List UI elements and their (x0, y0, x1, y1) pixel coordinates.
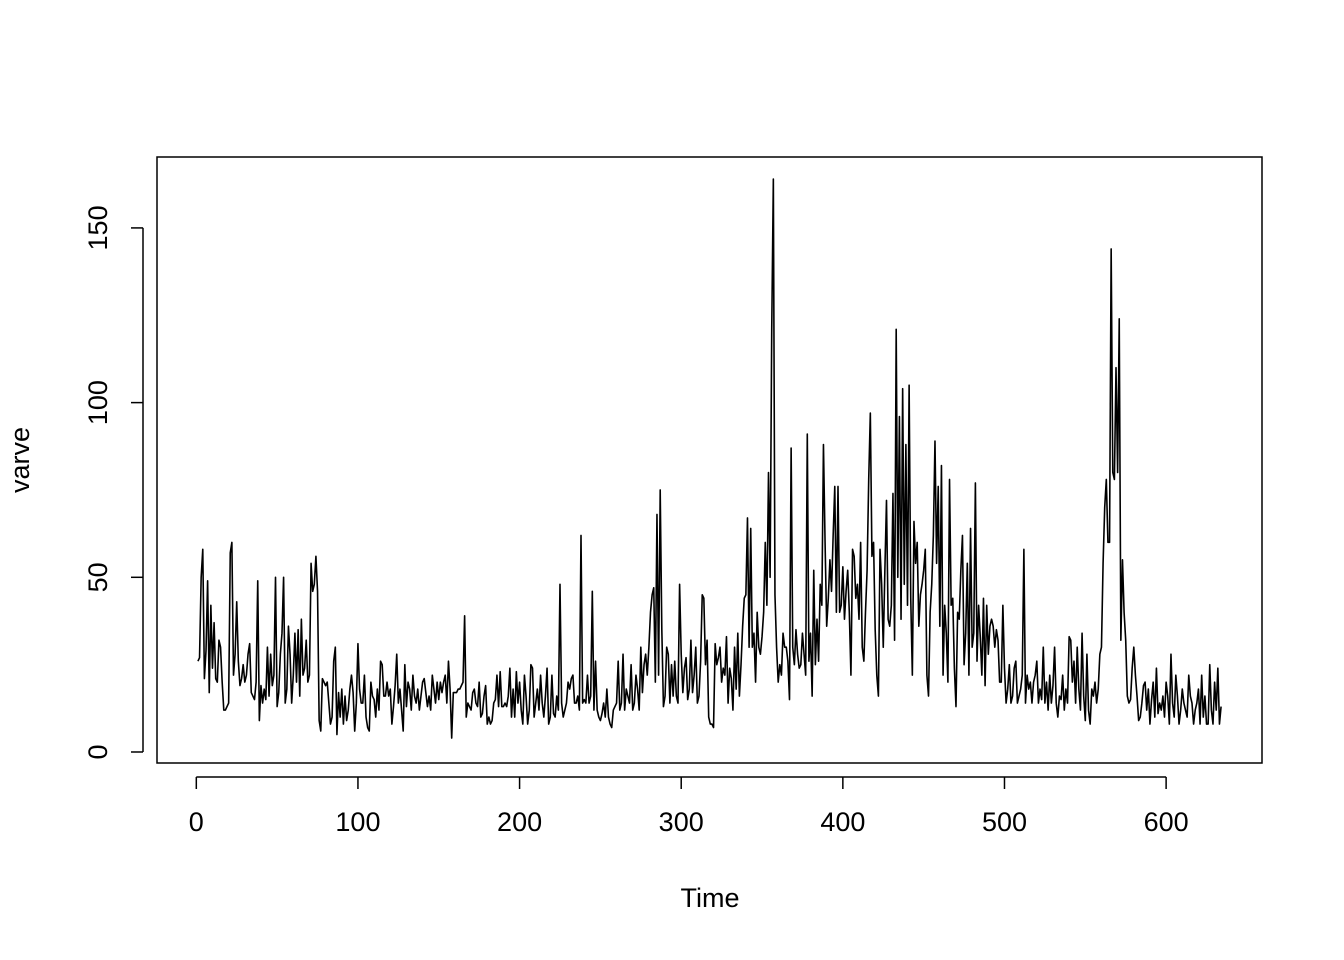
x-tick-label: 600 (1144, 807, 1189, 837)
y-tick-label: 0 (83, 744, 113, 759)
x-tick-label: 500 (982, 807, 1027, 837)
series-line (197, 178, 1222, 739)
x-tick-label: 300 (659, 807, 704, 837)
x-tick-label: 400 (820, 807, 865, 837)
y-tick-label: 50 (83, 562, 113, 592)
x-tick-label: 100 (335, 807, 380, 837)
y-axis-label: varve (5, 427, 35, 493)
y-tick-label: 150 (83, 205, 113, 250)
x-tick-label: 200 (497, 807, 542, 837)
x-axis-label: Time (681, 883, 740, 913)
y-tick-label: 100 (83, 380, 113, 425)
plot-frame (156, 156, 1263, 764)
x-tick-label: 0 (189, 807, 204, 837)
